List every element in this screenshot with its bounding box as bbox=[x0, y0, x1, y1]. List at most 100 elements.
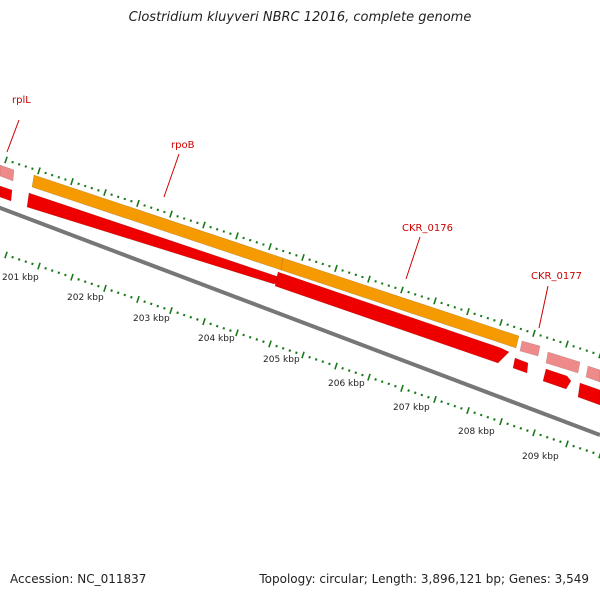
gene-label-ckr0176: CKR_0176 bbox=[402, 223, 453, 234]
inner-tick-mark bbox=[64, 273, 67, 277]
inner-tick-mark bbox=[156, 304, 160, 308]
inner-tick-mark bbox=[57, 271, 61, 275]
outer-tick-mark bbox=[110, 193, 113, 196]
gene-feature-ckr0176[interactable] bbox=[280, 257, 520, 349]
inner-tick-mark bbox=[486, 415, 490, 419]
inner-tick-mark bbox=[103, 284, 107, 292]
inner-tick-mark bbox=[559, 440, 562, 444]
rna-feature-ckr0177[interactable] bbox=[519, 340, 541, 357]
inner-tick-mark bbox=[578, 446, 582, 450]
outer-tick-mark bbox=[400, 286, 404, 294]
map-title: Clostridium kluyveri NBRC 12016, complet… bbox=[128, 10, 472, 25]
outer-tick-mark bbox=[440, 301, 443, 305]
inner-tick-mark bbox=[149, 302, 153, 306]
outer-tick-mark bbox=[149, 206, 153, 209]
inner-tick-mark bbox=[598, 452, 600, 459]
outer-tick-mark bbox=[136, 199, 140, 207]
gene-label-rpll: rplL bbox=[12, 95, 31, 106]
outer-tick-mark bbox=[11, 160, 14, 164]
outer-tick-mark bbox=[268, 243, 272, 251]
rna-feature-rpll[interactable] bbox=[0, 164, 15, 182]
inner-tick-mark bbox=[31, 262, 34, 266]
inner-tick-mark bbox=[37, 262, 41, 270]
inner-tick-mark bbox=[176, 311, 179, 315]
outer-tick-mark bbox=[308, 258, 311, 261]
outer-tick-mark bbox=[334, 264, 338, 272]
outer-tick-mark bbox=[460, 308, 463, 311]
inner-tick-mark bbox=[295, 351, 298, 355]
inner-tick-mark bbox=[552, 438, 556, 441]
genome-summary: Topology: circular; Length: 3,896,121 bp… bbox=[259, 572, 589, 586]
inner-tick-mark bbox=[545, 435, 549, 439]
inner-tick-mark bbox=[592, 451, 595, 455]
inner-tick-mark bbox=[314, 358, 318, 361]
inner-tick-mark bbox=[466, 406, 470, 415]
gene-label-ckr0177: CKR_0177 bbox=[531, 271, 582, 282]
cds-feature-rpob[interactable] bbox=[26, 192, 285, 285]
inner-tick-mark bbox=[275, 344, 278, 348]
outer-tick-mark bbox=[407, 290, 410, 294]
outer-tick-mark bbox=[427, 297, 430, 300]
outer-tick-mark bbox=[77, 182, 80, 186]
inner-tick-mark bbox=[328, 362, 331, 366]
outer-tick-mark bbox=[37, 167, 41, 175]
outer-tick-mark bbox=[347, 271, 351, 274]
cds-feature-ckr0178[interactable] bbox=[542, 368, 572, 390]
gene-feature-rpob[interactable] bbox=[31, 174, 284, 271]
outer-tick-mark bbox=[321, 262, 325, 266]
outer-tick-mark bbox=[598, 352, 600, 359]
outer-tick-mark bbox=[83, 184, 87, 188]
outer-tick-mark bbox=[314, 260, 318, 264]
outer-tick-mark bbox=[592, 351, 595, 355]
outer-tick-mark bbox=[387, 284, 391, 287]
inner-tick-mark bbox=[374, 378, 377, 381]
outer-tick-mark bbox=[512, 325, 516, 329]
outer-tick-mark bbox=[44, 171, 47, 175]
inner-tick-mark bbox=[354, 371, 358, 375]
outer-tick-mark bbox=[123, 197, 127, 201]
outer-tick-mark bbox=[453, 306, 457, 309]
scale-label-208kbp: 208 kbp bbox=[458, 427, 495, 437]
scale-label-203kbp: 203 kbp bbox=[133, 314, 170, 324]
scale-label-207kbp: 207 kbp bbox=[393, 403, 430, 413]
inner-tick-mark bbox=[565, 440, 569, 448]
outer-tick-mark bbox=[209, 225, 212, 229]
inner-tick-mark bbox=[123, 293, 127, 297]
outer-tick-mark bbox=[143, 204, 146, 207]
genome-backbone bbox=[0, 205, 600, 437]
inner-tick-mark bbox=[288, 349, 292, 352]
rna-feature-ckr0178[interactable] bbox=[545, 351, 581, 374]
outer-tick-mark bbox=[64, 178, 67, 181]
cds-feature-ckr0177[interactable] bbox=[512, 357, 529, 374]
outer-tick-mark bbox=[361, 275, 364, 279]
inner-tick-mark bbox=[83, 280, 87, 284]
outer-tick-mark bbox=[169, 210, 173, 218]
inner-tick-mark bbox=[572, 444, 575, 448]
outer-tick-mark bbox=[31, 167, 34, 170]
inner-tick-mark bbox=[526, 429, 529, 432]
outer-tick-mark bbox=[301, 253, 305, 262]
inner-tick-mark bbox=[301, 351, 305, 359]
outer-tick-mark bbox=[163, 210, 166, 214]
inner-tick-mark bbox=[116, 291, 120, 295]
inner-tick-mark bbox=[90, 282, 94, 286]
cds-feature-rpll-fragment[interactable] bbox=[0, 185, 13, 202]
scale-label-204kbp: 204 kbp bbox=[198, 334, 235, 344]
outer-tick-mark bbox=[262, 243, 265, 246]
inner-tick-mark bbox=[341, 366, 344, 370]
inner-tick-mark bbox=[4, 251, 8, 259]
inner-tick-mark bbox=[281, 346, 285, 350]
inner-tick-mark bbox=[110, 289, 113, 292]
cds-feature-ckr0179[interactable] bbox=[577, 382, 600, 406]
inner-tick-mark bbox=[532, 429, 536, 437]
inner-tick-mark bbox=[130, 295, 133, 299]
rna-feature-ckr0179[interactable] bbox=[585, 365, 600, 383]
cds-feature-ckr0176[interactable] bbox=[274, 271, 510, 364]
outer-tick-mark bbox=[539, 334, 542, 337]
outer-tick-mark bbox=[255, 241, 259, 244]
outer-tick-mark bbox=[116, 195, 120, 199]
inner-tick-mark bbox=[169, 306, 173, 315]
outer-tick-mark bbox=[229, 232, 232, 235]
inner-tick-mark bbox=[473, 411, 476, 415]
